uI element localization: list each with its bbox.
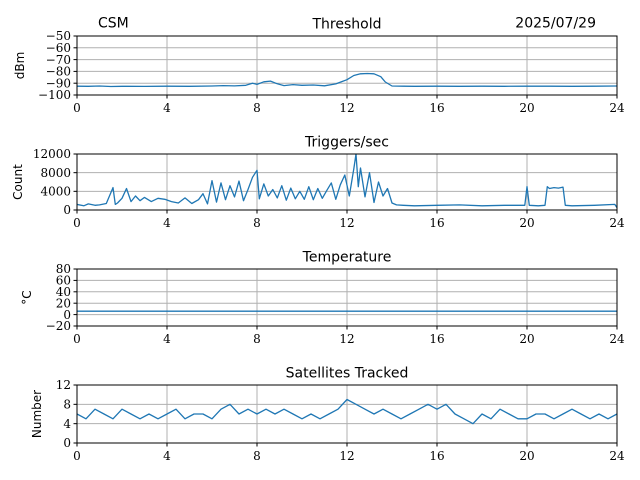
temperature-ytick-label: −20 <box>46 319 71 333</box>
triggers-xtick-label: 4 <box>163 216 171 230</box>
satellites-series-line <box>77 398 617 425</box>
satellites-xtick-label: 0 <box>73 449 81 463</box>
threshold-series-line <box>77 72 617 88</box>
satellites-ytick-label: 12 <box>56 378 71 392</box>
temperature-xtick-label: 16 <box>429 332 444 346</box>
temperature-ytick-label: 40 <box>56 285 71 299</box>
header-label: CSM <box>98 16 129 32</box>
triggers-xtick-label: 12 <box>339 216 354 230</box>
satellites-xtick-label: 8 <box>253 449 261 463</box>
triggers-ytick-label: 4000 <box>40 185 71 199</box>
satellites-xtick-label: 16 <box>429 449 444 463</box>
threshold-ytick-label: −80 <box>46 65 71 79</box>
temperature-ytick-label: 0 <box>63 308 71 322</box>
triggers-ytick-label: 0 <box>63 203 71 217</box>
triggers-title: Triggers/sec <box>304 135 389 151</box>
temperature-xtick-label: 0 <box>73 332 81 346</box>
threshold-ytick-label: −100 <box>38 88 71 102</box>
satellites-xtick-label: 20 <box>519 449 534 463</box>
satellites-ylabel: Number <box>30 390 44 438</box>
threshold-ytick-label: −90 <box>46 76 71 90</box>
satellites-panel: Satellites Tracked 0 4 8 12 16 20 24 0 4 8 12 Number <box>30 366 625 464</box>
triggers-xtick-label: 16 <box>429 216 444 230</box>
temperature-xtick-label: 12 <box>339 332 354 346</box>
satellites-xtick-label: 24 <box>609 449 625 463</box>
threshold-xtick-label: 8 <box>253 101 261 115</box>
triggers-panel: Triggers/sec 0 4 8 12 16 20 24 0 4000 8000 12000 Cou… <box>11 135 625 231</box>
threshold-xtick-label: 16 <box>429 101 444 115</box>
satellites-xtick-label: 12 <box>339 449 354 463</box>
temperature-title: Temperature <box>302 250 392 266</box>
triggers-ylabel: Count <box>11 164 25 200</box>
temperature-ytick-label: 60 <box>56 274 71 288</box>
threshold-title: Threshold <box>312 17 382 33</box>
satellites-xtick-label: 4 <box>163 449 171 463</box>
threshold-ytick-label: −50 <box>46 29 71 43</box>
threshold-ytick-label: −60 <box>46 41 71 55</box>
triggers-xtick-label: 20 <box>519 216 534 230</box>
header-date: 2025/07/29 <box>515 16 596 32</box>
satellites-ytick-label: 8 <box>63 398 71 412</box>
satellites-title: Satellites Tracked <box>286 366 409 382</box>
threshold-ylabel: dBm <box>13 52 27 80</box>
triggers-xtick-label: 24 <box>609 216 625 230</box>
threshold-panel: Threshold 0 4 8 12 16 20 24 −100−90−80−70−60−50 d… <box>13 17 625 116</box>
threshold-xtick-label: 12 <box>339 101 354 115</box>
threshold-xtick-label: 24 <box>609 101 625 115</box>
triggers-xtick-label: 0 <box>73 216 81 230</box>
triggers-ytick-label: 12000 <box>33 147 71 161</box>
satellites-ytick-label: 4 <box>63 417 71 431</box>
temperature-xtick-label: 4 <box>163 332 171 346</box>
threshold-xtick-label: 20 <box>519 101 534 115</box>
temperature-ytick-label: 80 <box>56 262 71 276</box>
temperature-xtick-label: 8 <box>253 332 261 346</box>
threshold-xtick-label: 4 <box>163 101 171 115</box>
triggers-series-line <box>77 154 617 209</box>
threshold-xtick-label: 0 <box>73 101 81 115</box>
temperature-xtick-label: 24 <box>609 332 625 346</box>
temperature-xtick-label: 20 <box>519 332 534 346</box>
triggers-xtick-label: 8 <box>253 216 261 230</box>
triggers-ytick-label: 8000 <box>40 166 71 180</box>
temperature-ylabel: °C <box>20 290 34 304</box>
threshold-ytick-label: −70 <box>46 53 71 67</box>
temperature-ytick-label: 20 <box>56 296 71 310</box>
panels: Threshold 0 4 8 12 16 20 24 −100−90−80−70−60−50 d… <box>11 17 625 464</box>
satellites-ytick-label: 0 <box>63 436 71 450</box>
